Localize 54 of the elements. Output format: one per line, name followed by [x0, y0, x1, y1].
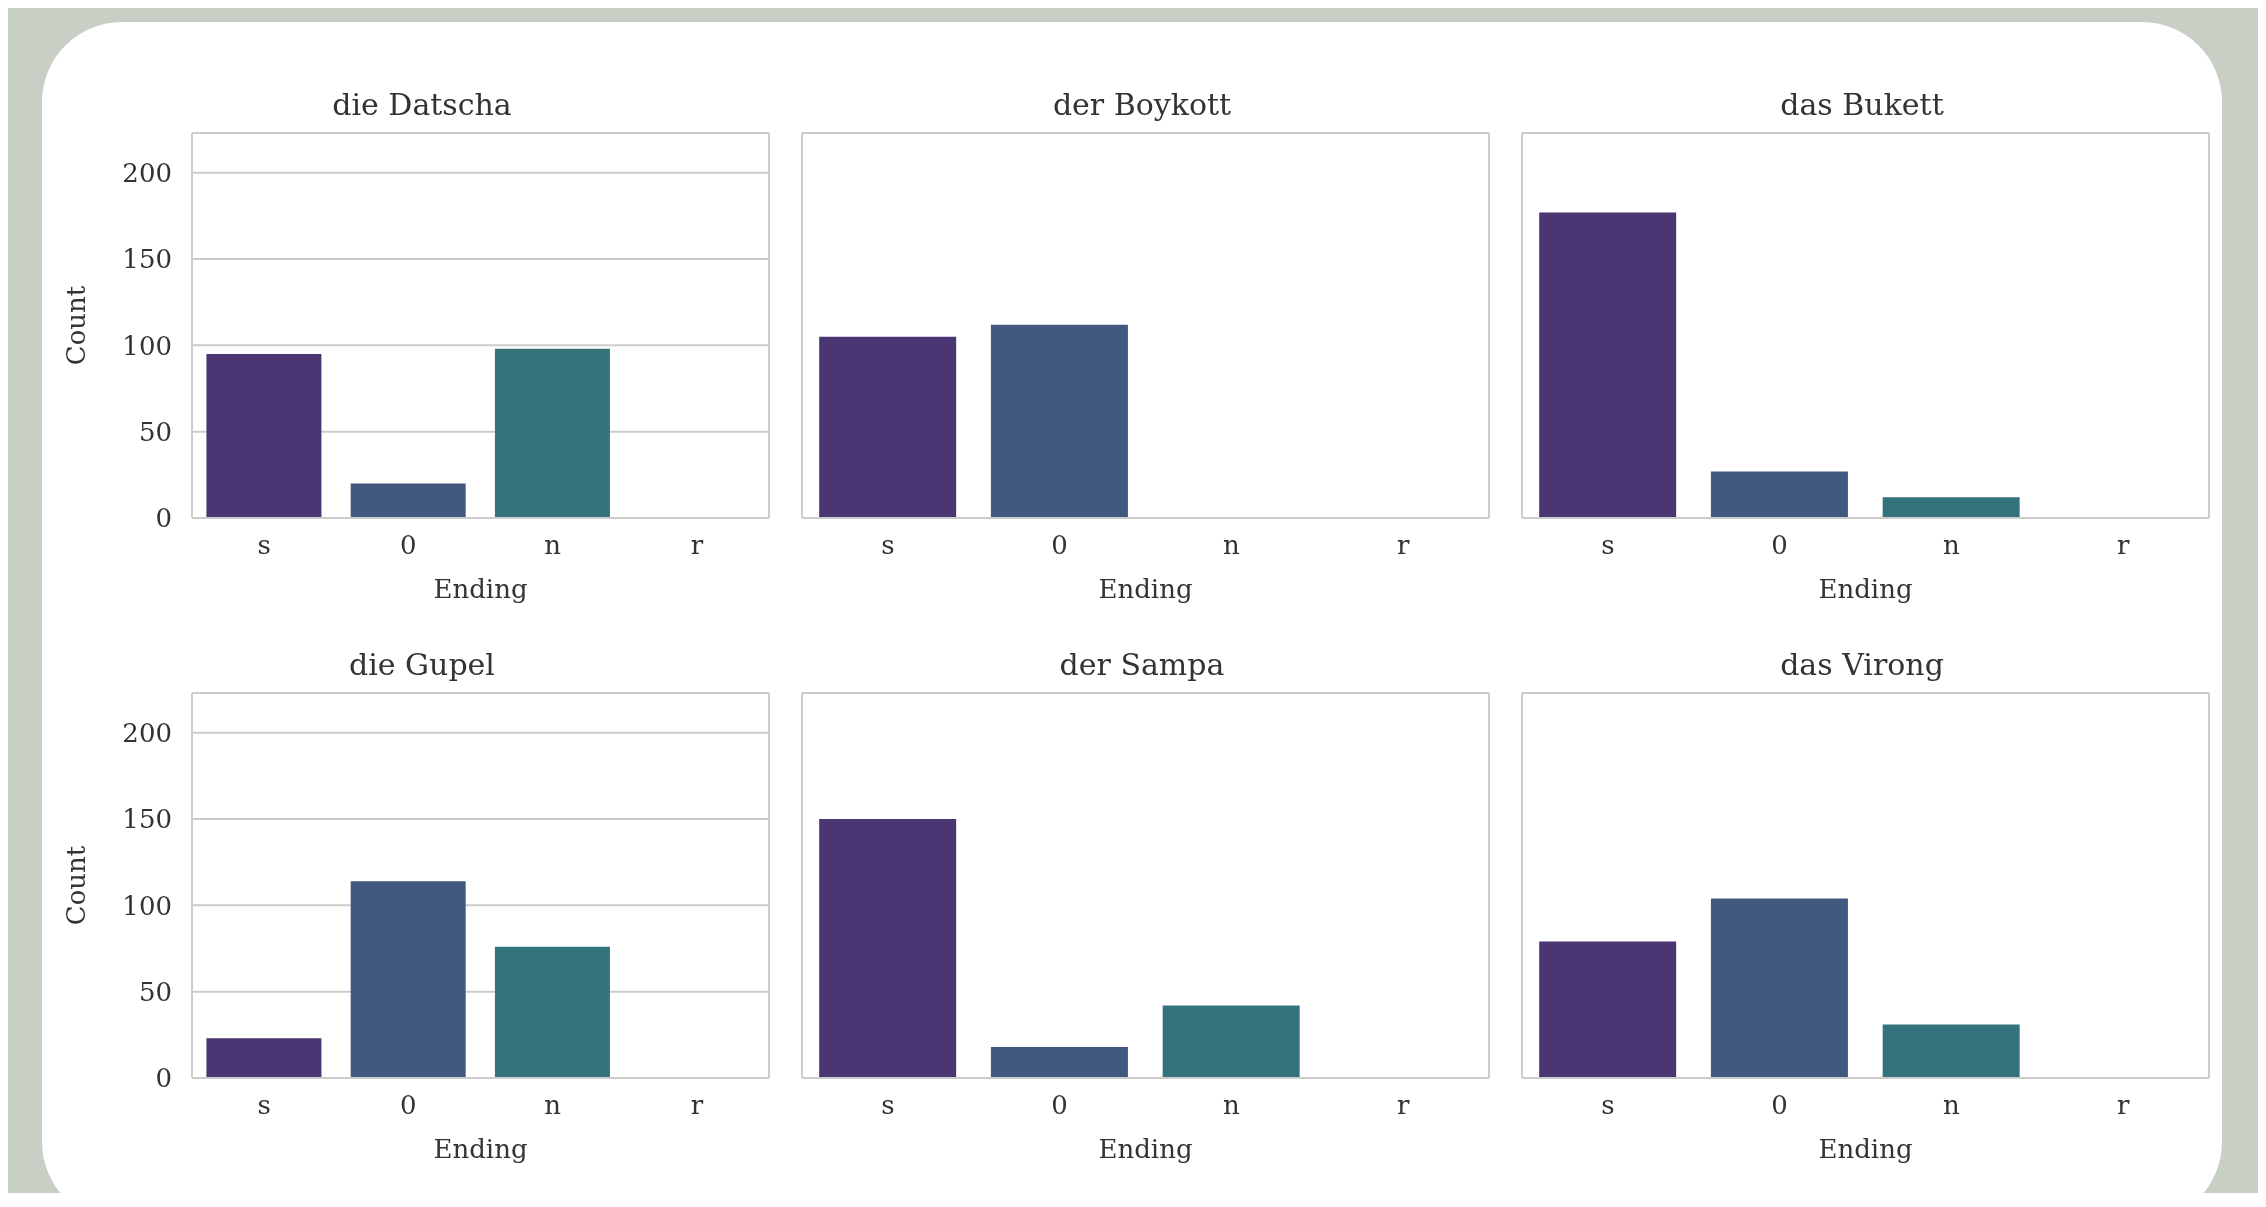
x-tick-label: 0	[400, 1090, 417, 1121]
x-tick-label: n	[544, 1090, 562, 1121]
x-tick-label: r	[1396, 530, 1410, 561]
bar	[350, 483, 466, 518]
x-tick-label: r	[2116, 530, 2130, 561]
x-axis-title: Ending	[1098, 1134, 1193, 1164]
y-tick-label: 200	[122, 157, 172, 188]
chart-title: der Boykott	[1051, 86, 1233, 124]
x-tick-label: s	[1601, 530, 1615, 561]
y-tick-label: 100	[122, 890, 172, 921]
x-tick-label: s	[257, 1090, 271, 1121]
chart-title: das Bukett	[1779, 86, 1945, 124]
chart-title: das Virong	[1779, 646, 1945, 684]
x-tick-label: r	[2116, 1090, 2130, 1121]
y-tick-label: 100	[122, 330, 172, 361]
y-tick-label: 50	[138, 416, 172, 447]
x-tick-label: s	[1601, 1090, 1615, 1121]
x-tick-label: n	[1223, 1090, 1240, 1121]
bar	[494, 946, 610, 1078]
chart-title: die Gupel	[348, 646, 496, 684]
x-tick-label: 0	[1051, 1090, 1068, 1121]
x-tick-label: r	[690, 530, 704, 561]
y-axis-title: Count	[61, 845, 92, 926]
x-tick-label: n	[1223, 530, 1240, 561]
x-tick-label: 0	[1051, 530, 1068, 561]
y-tick-label: 0	[155, 1063, 172, 1094]
y-tick-label: 50	[138, 976, 172, 1007]
x-axis-title: Ending	[433, 1134, 528, 1164]
y-axis-title: Count	[61, 285, 92, 366]
bar	[494, 348, 610, 518]
y-tick-label: 200	[122, 717, 172, 748]
y-tick-label: 150	[122, 804, 172, 835]
x-tick-label: s	[881, 530, 895, 561]
x-tick-label: n	[1943, 1090, 1960, 1121]
chart-title: der Sampa	[1058, 646, 1226, 684]
bar	[350, 881, 466, 1078]
x-tick-label: n	[544, 530, 562, 561]
x-tick-label: s	[881, 1090, 895, 1121]
y-tick-label: 150	[122, 244, 172, 275]
x-axis-title: Ending	[1818, 574, 1913, 604]
x-tick-label: 0	[400, 530, 417, 561]
bar	[206, 353, 322, 518]
x-tick-label: 0	[1771, 1090, 1788, 1121]
x-axis-title: Ending	[1818, 1134, 1913, 1164]
bar	[206, 1038, 322, 1078]
x-tick-label: n	[1943, 530, 1960, 561]
chart-title: die Datscha	[331, 86, 513, 124]
x-axis-title: Ending	[433, 574, 528, 604]
x-tick-label: r	[1396, 1090, 1410, 1121]
y-tick-label: 0	[155, 503, 172, 534]
x-tick-label: s	[257, 530, 271, 561]
x-tick-label: r	[690, 1090, 704, 1121]
x-tick-label: 0	[1771, 530, 1788, 561]
x-axis-title: Ending	[1098, 574, 1193, 604]
